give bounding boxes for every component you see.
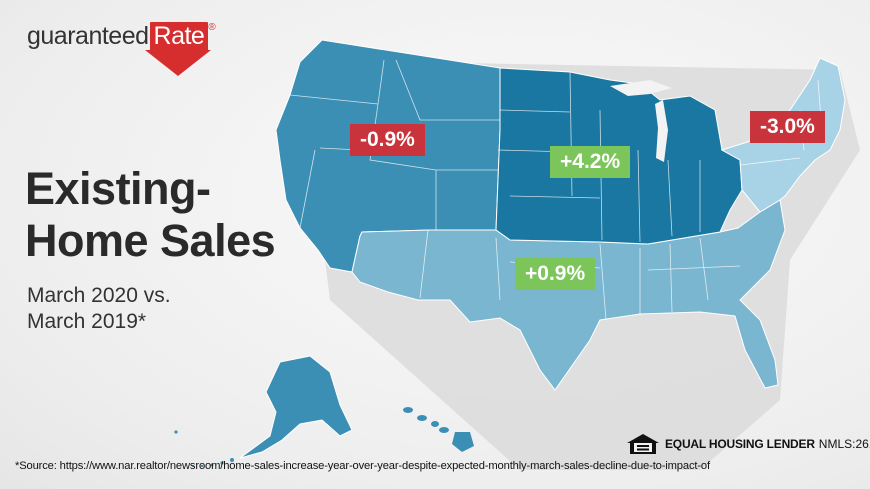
alaska: [239, 355, 353, 459]
alaska-islands: [174, 430, 234, 468]
registered-mark: ®: [208, 22, 216, 33]
lake-michigan: [655, 100, 668, 162]
lake-superior: [610, 80, 672, 96]
badge-midwest-change: +4.2%: [550, 146, 631, 178]
badge-west-change: -0.9%: [350, 124, 425, 156]
comparison-period: March 2020 vs. March 2019*: [27, 284, 171, 333]
equal-housing-label: EQUAL HOUSING LENDER: [665, 437, 815, 451]
logo-wordmark: guaranteed Rate ®: [27, 22, 216, 51]
badge-south-change: +0.9%: [515, 258, 596, 290]
hawaii: [403, 407, 474, 452]
badge-northeast-change: -3.0%: [750, 111, 825, 143]
logo-word-rate: Rate: [149, 22, 209, 51]
equal-housing-lender: EQUAL HOUSING LENDER NMLS:2611: [626, 433, 870, 455]
down-arrow-icon: [145, 50, 211, 76]
source-citation: *Source: https://www.nar.realtor/newsroo…: [15, 460, 710, 472]
page-title: Existing- Home Sales: [25, 163, 276, 266]
equal-housing-house-icon: [627, 434, 659, 454]
nmls-number: NMLS:2611: [818, 437, 870, 451]
guaranteed-rate-logo: guaranteed Rate ®: [27, 20, 237, 80]
logo-word-guaranteed: guaranteed: [27, 22, 149, 50]
